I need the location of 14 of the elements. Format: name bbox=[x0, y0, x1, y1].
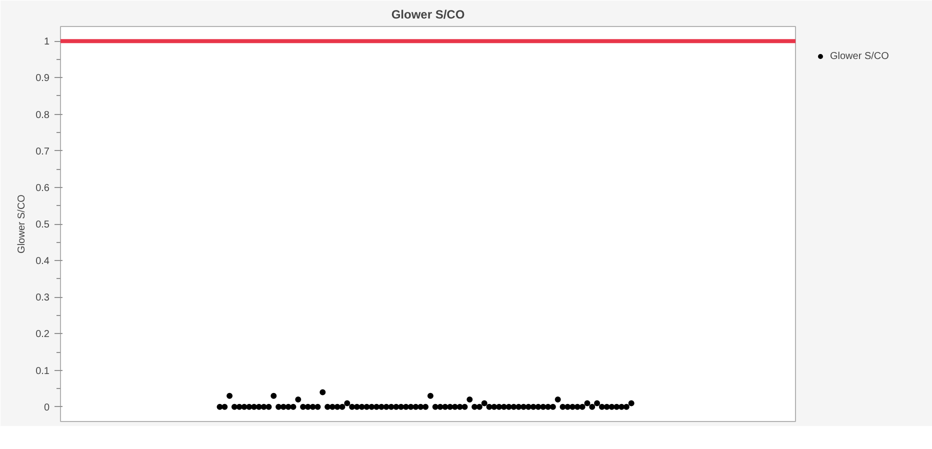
y-tick-label: 0.7 bbox=[36, 146, 50, 158]
legend-label: Glower S/CO bbox=[830, 50, 889, 62]
y-tick-label: 0.8 bbox=[36, 110, 50, 121]
y-tick-label: 0.5 bbox=[36, 220, 50, 230]
y-tick-label: 0.1 bbox=[36, 366, 50, 377]
y-tick-label: 0.9 bbox=[36, 73, 50, 84]
chart-title: Glower S/CO bbox=[391, 8, 465, 22]
y-tick-label: 0.3 bbox=[36, 292, 50, 304]
y-axis-title: Glower S/CO bbox=[16, 194, 28, 254]
y-tick-label: 0.4 bbox=[36, 256, 50, 268]
y-tick-label: 0.2 bbox=[36, 329, 50, 340]
y-tick-label: 1 bbox=[44, 36, 50, 48]
y-tick-label: 0 bbox=[44, 402, 50, 414]
y-tick-label: 0.6 bbox=[36, 182, 50, 194]
